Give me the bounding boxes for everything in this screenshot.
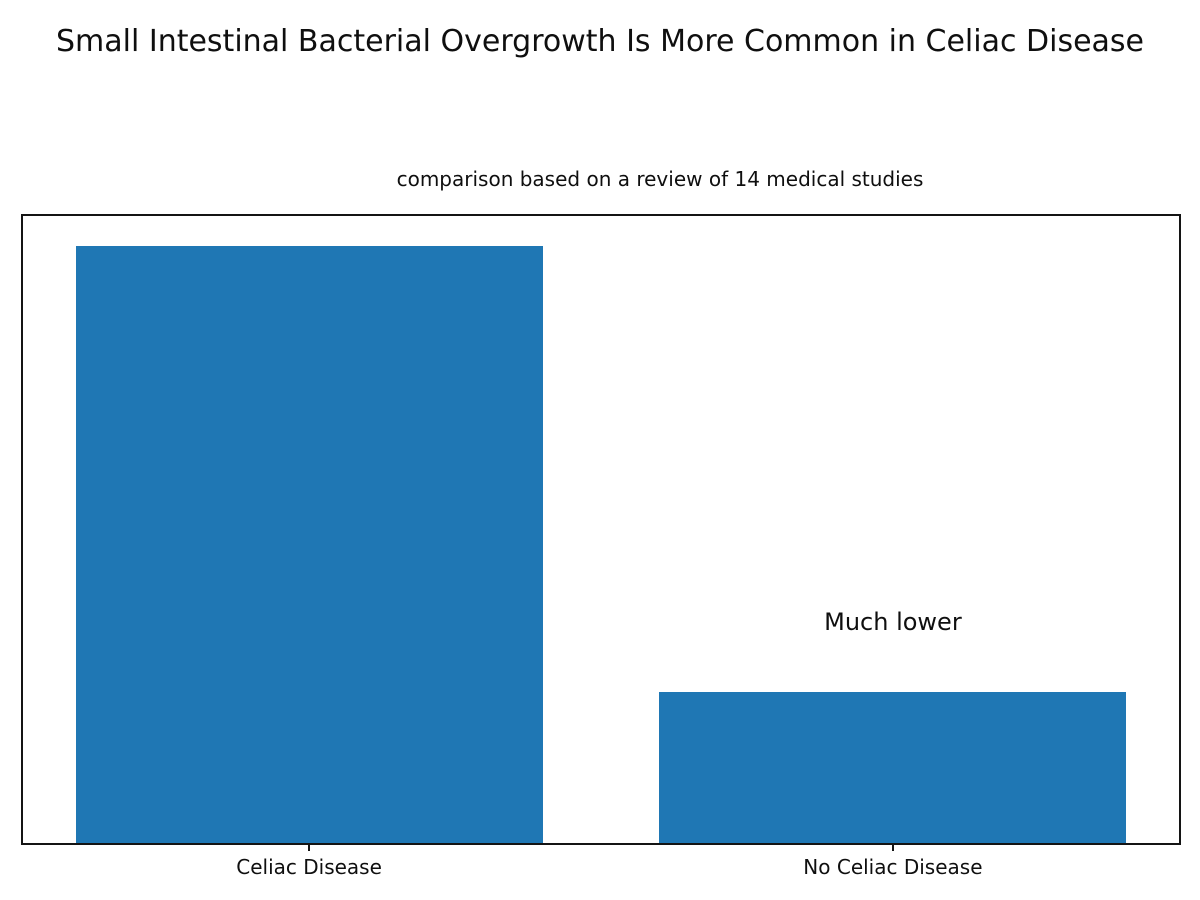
annotation: Much lower	[824, 608, 962, 637]
bar-celiac-disease	[75, 245, 543, 843]
bar-no-celiac-disease	[659, 691, 1127, 843]
chart-subtitle: comparison based on a review of 14 medic…	[396, 167, 924, 191]
x-tick-label: No Celiac Disease	[803, 855, 983, 879]
x-tick	[891, 845, 894, 851]
x-tick	[308, 845, 311, 851]
chart-title: Small Intestinal Bacterial Overgrowth Is…	[55, 24, 1145, 59]
plot-area: Much lower	[21, 214, 1181, 845]
x-tick-label: Celiac Disease	[236, 855, 382, 879]
